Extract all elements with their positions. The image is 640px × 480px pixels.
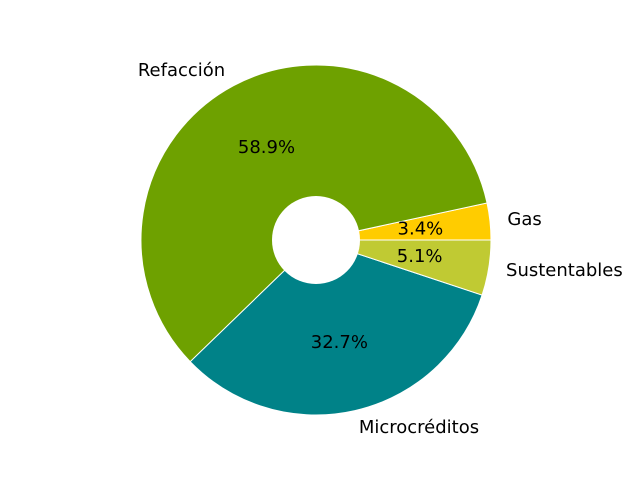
slice-microcreditos <box>189 239 483 416</box>
slice-label: Refacción <box>138 60 225 81</box>
slice-label: Gas <box>507 209 541 230</box>
percent-label: 5.1% <box>397 246 443 267</box>
percent-label: 3.4% <box>398 218 444 239</box>
slice-label: Sustentables <box>506 260 623 281</box>
donut-hole <box>272 196 360 284</box>
slice-label: Microcréditos <box>359 417 479 438</box>
percent-label: 32.7% <box>311 332 368 353</box>
percent-label: 58.9% <box>238 137 295 158</box>
labels-group: Gas 3.4% Refacción 58.9% Microcréditos 32.7% S… <box>138 60 623 438</box>
slice-sustentables <box>315 239 492 296</box>
